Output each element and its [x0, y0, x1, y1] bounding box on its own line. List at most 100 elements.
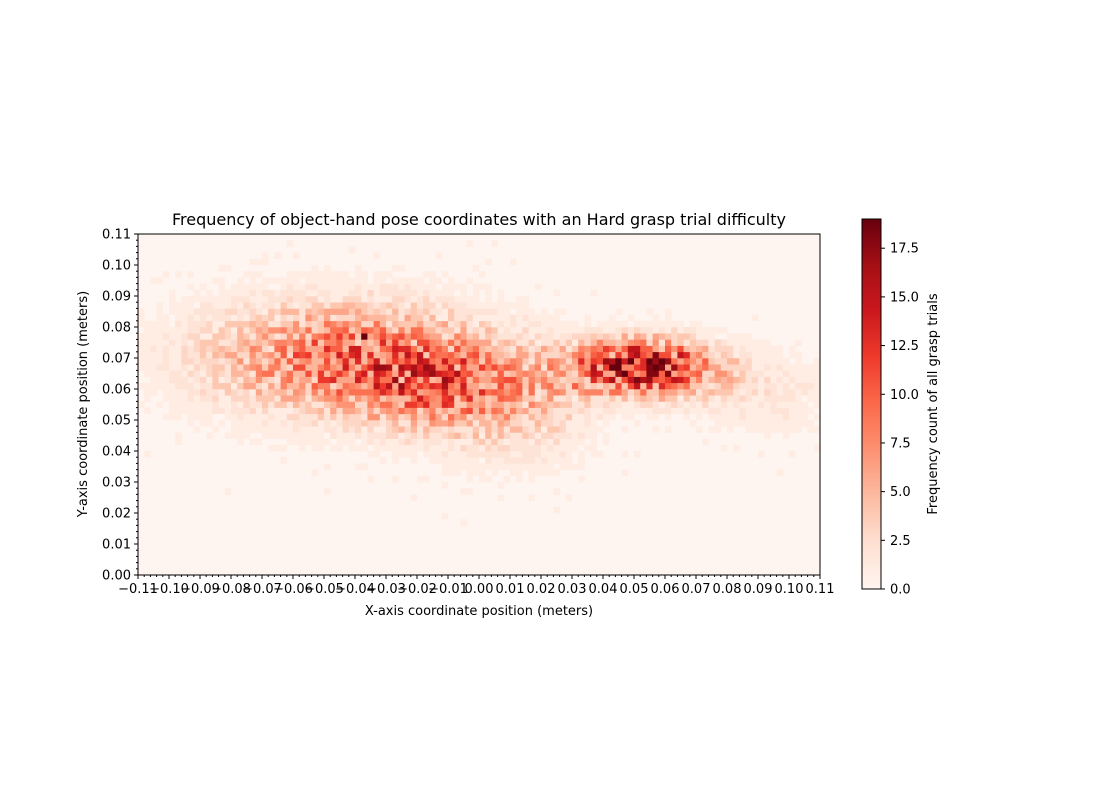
heatmap-cell: [144, 358, 151, 365]
heatmap-cell: [671, 395, 678, 402]
heatmap-cell: [720, 389, 728, 396]
heatmap-cell: [435, 444, 443, 452]
heatmap-cell: [782, 358, 790, 365]
heatmap-cell: [150, 345, 157, 353]
heatmap-cell: [813, 364, 821, 371]
heatmap-cell: [324, 265, 331, 272]
heatmap-cell: [510, 413, 517, 421]
heatmap-cell: [156, 376, 164, 384]
heatmap-cell: [733, 345, 740, 353]
heatmap-cell: [175, 302, 182, 309]
heatmap-cell: [640, 351, 647, 359]
heatmap-cell: [485, 475, 492, 483]
heatmap-cell: [237, 339, 244, 346]
heatmap-cell: [237, 327, 244, 334]
heatmap-cell: [745, 413, 753, 421]
heatmap-cell: [200, 308, 207, 315]
heatmap-cell: [286, 333, 294, 340]
heatmap-cell: [534, 345, 542, 353]
heatmap-cell: [379, 345, 387, 353]
heatmap-cell: [386, 370, 393, 377]
heatmap-cell: [696, 333, 703, 340]
heatmap-cell: [138, 401, 145, 408]
heatmap-cell: [162, 271, 170, 278]
heatmap-cell: [609, 407, 616, 415]
heatmap-cell: [200, 333, 207, 340]
heatmap-cell: [441, 370, 449, 377]
heatmap-cell: [683, 339, 691, 346]
heatmap-cell: [640, 339, 647, 346]
heatmap-cell: [193, 401, 201, 408]
heatmap-cell: [404, 283, 412, 291]
heatmap-cell: [640, 345, 647, 353]
heatmap-cell: [280, 308, 288, 315]
heatmap-cell: [379, 320, 387, 328]
heatmap-cell: [503, 407, 511, 415]
heatmap-cell: [448, 302, 455, 309]
heatmap-cell: [683, 358, 691, 365]
heatmap-cell: [280, 302, 288, 309]
heatmap-cell: [138, 308, 145, 315]
heatmap-cell: [175, 376, 182, 384]
heatmap-cell: [355, 395, 362, 402]
heatmap-cell: [156, 327, 164, 334]
heatmap-cell: [491, 314, 498, 322]
heatmap-cell: [448, 463, 455, 470]
heatmap-cell: [510, 376, 517, 384]
heatmap-cell: [255, 370, 263, 377]
heatmap-cell: [200, 314, 207, 322]
heatmap-cell: [547, 451, 554, 458]
heatmap-cell: [782, 389, 790, 396]
heatmap-cell: [683, 370, 691, 377]
heatmap-cell: [460, 376, 467, 384]
heatmap-cell: [317, 308, 325, 315]
heatmap-cell: [212, 314, 219, 322]
x-tick-label: −0.05: [304, 582, 344, 597]
heatmap-cell: [206, 413, 213, 421]
heatmap-cell: [175, 345, 182, 353]
heatmap-cell: [658, 339, 666, 346]
heatmap-cell: [634, 370, 641, 377]
x-tick-label: 0.10: [775, 582, 804, 597]
heatmap-cell: [286, 320, 294, 328]
heatmap-cell: [336, 296, 343, 303]
heatmap-cell: [689, 370, 697, 377]
heatmap-cell: [689, 407, 697, 415]
heatmap-cell: [187, 401, 195, 408]
heatmap-cell: [441, 333, 449, 340]
heatmap-cell: [429, 327, 436, 334]
heatmap-cell: [590, 382, 598, 390]
heatmap-cell: [231, 358, 238, 365]
heatmap-cell: [665, 308, 672, 315]
heatmap-cell: [472, 339, 480, 346]
heatmap-cell: [417, 382, 424, 390]
heatmap-cell: [789, 426, 796, 433]
heatmap-cell: [169, 327, 176, 334]
heatmap-cell: [423, 358, 430, 365]
heatmap-cell: [553, 506, 560, 514]
heatmap-cell: [212, 308, 219, 315]
heatmap-cell: [472, 463, 480, 470]
heatmap-cell: [373, 283, 381, 291]
heatmap-cell: [175, 401, 182, 408]
heatmap-cell: [324, 358, 331, 365]
heatmap-cell: [565, 407, 573, 415]
heatmap-cell: [466, 413, 474, 421]
heatmap-cell: [702, 364, 709, 371]
heatmap-cell: [355, 345, 362, 353]
heatmap-cell: [782, 407, 790, 415]
heatmap-cell: [497, 444, 505, 452]
heatmap-cell: [479, 320, 486, 328]
heatmap-cell: [311, 308, 319, 315]
heatmap-cell: [429, 370, 436, 377]
heatmap-cell: [255, 302, 263, 309]
heatmap-cell: [565, 413, 573, 421]
heatmap-cell: [187, 308, 195, 315]
heatmap-cell: [355, 420, 362, 427]
heatmap-cell: [547, 382, 554, 390]
heatmap-cell: [367, 289, 374, 297]
heatmap-cell: [491, 320, 498, 328]
heatmap-cell: [150, 376, 157, 384]
heatmap-cell: [646, 345, 653, 353]
heatmap-cell: [317, 351, 325, 359]
